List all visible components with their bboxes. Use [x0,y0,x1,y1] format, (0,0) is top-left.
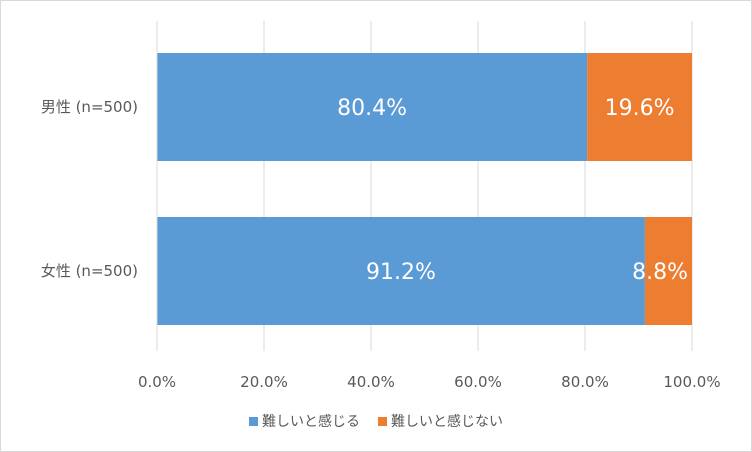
legend: 難しいと感じる 難しいと感じない [1,411,751,431]
bar-segment [157,217,645,325]
category-label: 男性 (n=500) [41,98,138,116]
x-tick-label: 60.0% [454,373,502,391]
legend-label-series-2: 難しいと感じない [391,414,503,430]
category-label: 女性 (n=500) [41,262,138,280]
bar-segment [587,53,692,161]
x-tick-label: 100.0% [663,373,720,391]
data-label: 19.6% [605,96,675,121]
data-label: 80.4% [337,96,407,121]
x-tick-label: 40.0% [347,373,395,391]
legend-swatch-series-1 [249,416,258,426]
chart-plot: 0.0% 20.0% 40.0% 60.0% 80.0% 100.0% 男性 (n=500)… [41,21,721,391]
legend-item-series-2: 難しいと感じない [378,411,503,431]
x-tick-label: 80.0% [561,373,609,391]
legend-label-series-1: 難しいと感じる [262,414,360,430]
x-tick-label: 20.0% [240,373,288,391]
bar-segment [644,217,692,325]
data-label: 91.2% [366,260,436,285]
legend-item-series-1: 難しいと感じる [249,411,360,431]
bar-segment [157,53,588,161]
legend-swatch-series-2 [378,416,387,426]
data-label: 8.8% [632,260,688,285]
x-tick-label: 0.0% [138,373,176,391]
